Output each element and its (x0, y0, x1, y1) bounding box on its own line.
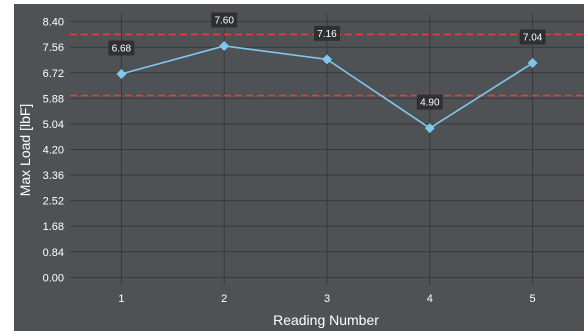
data-label-box (519, 29, 546, 45)
data-label-box (416, 94, 443, 110)
data-point (527, 58, 538, 69)
y-tick-label: 7.56 (43, 42, 64, 54)
y-tick-label: 0.84 (43, 247, 64, 259)
data-label: 7.16 (314, 25, 340, 41)
y-tick-label: 3.36 (43, 170, 64, 182)
x-tick-labels: 1 2 3 4 5 (118, 293, 535, 305)
data-label: 6.68 (108, 40, 135, 56)
data-label: 4.90 (416, 94, 443, 110)
y-tick-label: 1.68 (43, 221, 64, 233)
x-tick-label: 2 (221, 293, 227, 305)
data-point (424, 123, 435, 134)
x-axis-title: Reading Number (273, 312, 379, 328)
x-tick-label: 1 (118, 293, 124, 305)
data-label-box (211, 12, 238, 28)
y-tick-label: 6.72 (43, 68, 64, 80)
data-point (219, 40, 230, 51)
x-tick-label: 5 (530, 293, 536, 305)
chart-panel (14, 4, 584, 331)
data-label-text: 7.16 (317, 29, 337, 40)
y-axis-title: Max Load [lbF] (17, 104, 33, 197)
y-tick-label: 0.00 (43, 272, 64, 284)
data-label: 7.04 (519, 29, 546, 45)
data-label-text: 6.68 (112, 43, 132, 54)
x-tick-label: 4 (427, 293, 433, 305)
data-label: 7.60 (211, 12, 238, 28)
data-point (322, 54, 332, 65)
data-points (116, 40, 538, 134)
data-label-box (314, 25, 340, 41)
data-label-text: 7.04 (523, 33, 543, 44)
x-tick-label: 3 (324, 293, 330, 305)
data-label-box (108, 40, 135, 56)
y-tick-label: 2.52 (43, 196, 64, 208)
y-tick-label: 4.20 (43, 145, 64, 157)
data-label-text: 4.90 (420, 98, 440, 109)
data-label-text: 7.60 (214, 15, 234, 26)
grid-lines (70, 14, 584, 285)
y-tick-label: 5.88 (43, 93, 64, 105)
y-tick-label: 5.04 (43, 119, 64, 131)
data-labels: 6.68 7.60 7.16 4.90 7.04 (108, 12, 546, 110)
y-tick-label: 8.40 (43, 17, 64, 29)
y-tick-labels: 0.00 0.84 1.68 2.52 3.36 4.20 5.04 5.88 6.72 7.56… (43, 17, 64, 285)
data-point (116, 68, 127, 79)
